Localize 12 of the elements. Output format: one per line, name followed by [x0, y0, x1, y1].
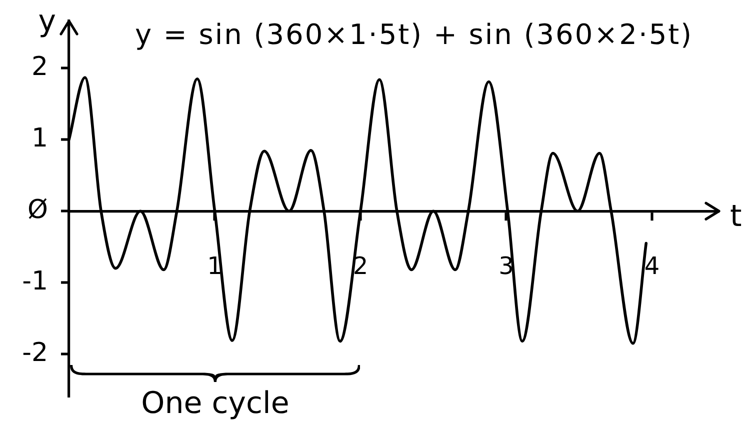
- chart-title: y = sin (360×1·5t) + sin (360×2·5t): [134, 18, 694, 51]
- x-axis-title: t: [730, 199, 742, 234]
- y-axis-title: y: [38, 4, 56, 39]
- x-tick-label: 3: [498, 252, 514, 280]
- y-tick-label: -2: [22, 338, 48, 368]
- y-tick-label: 1: [31, 123, 48, 154]
- y-tick-label: Ø: [28, 194, 48, 225]
- y-tick-label: 2: [31, 52, 48, 82]
- annotation: One cycle: [141, 386, 290, 421]
- y-tick-label: -1: [22, 266, 48, 296]
- x-tick-label: 2: [352, 252, 368, 280]
- x-tick-label: 4: [644, 252, 660, 280]
